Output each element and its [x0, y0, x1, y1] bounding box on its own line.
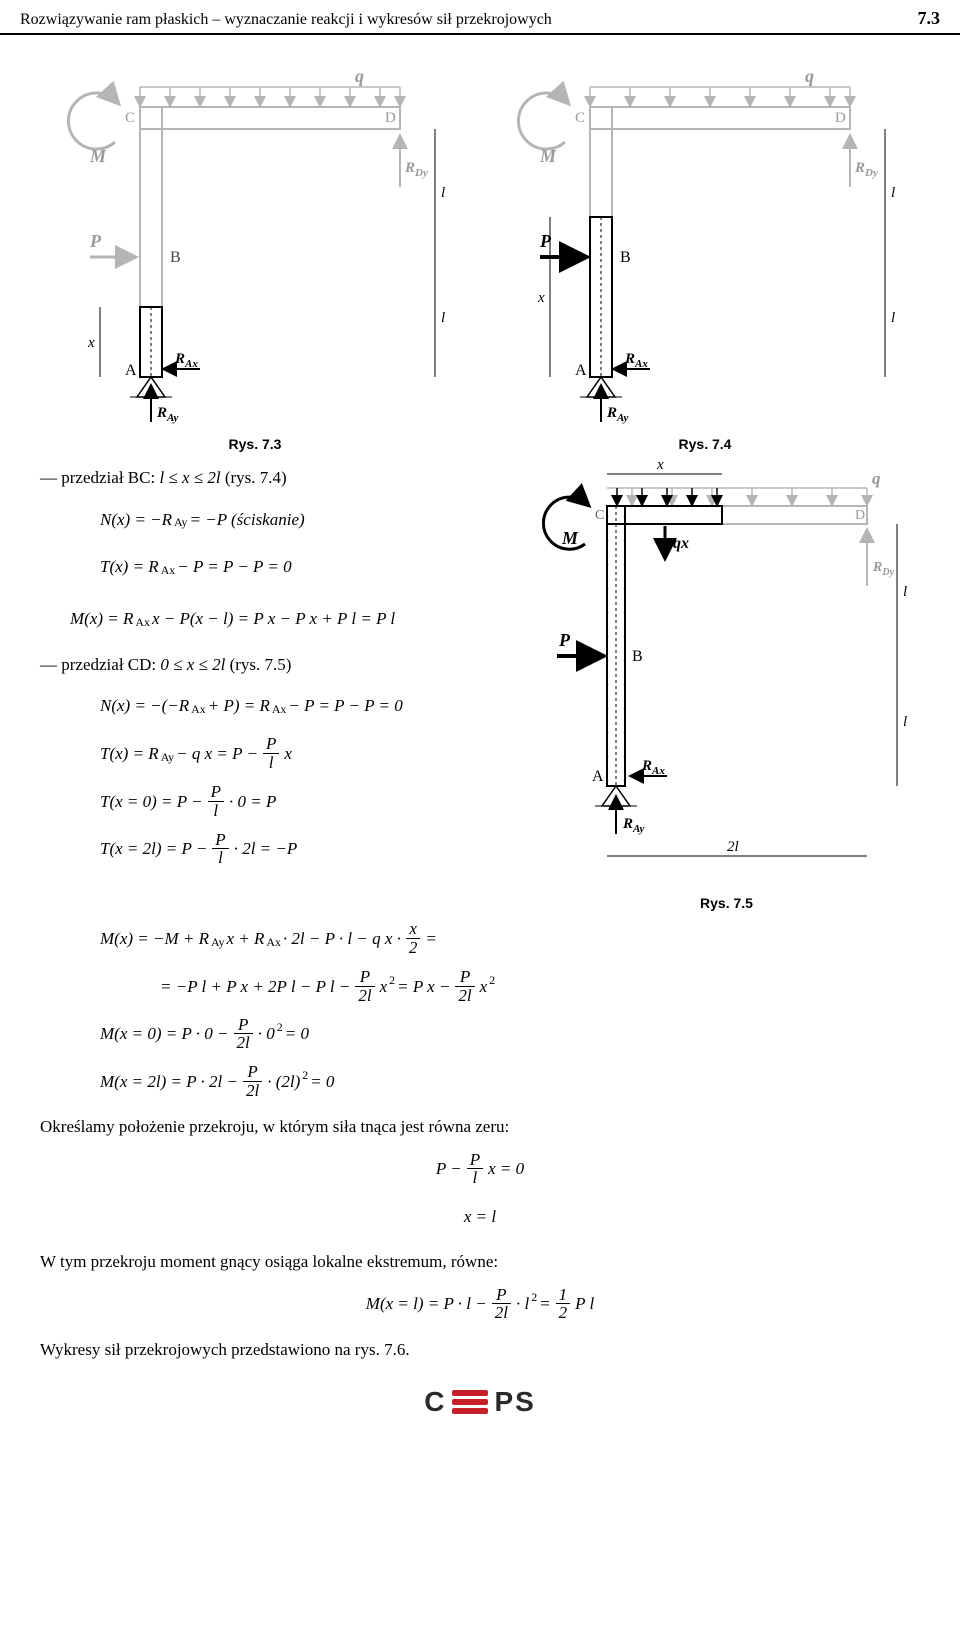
extremum-eq: M(x = l) = P · l − P2l · l2 = 12 P l: [40, 1280, 920, 1328]
page-header: Rozwiązywanie ram płaskich – wyznaczanie…: [0, 0, 960, 35]
eq-cd-Mx-2: = −P l + P x + 2P l − P l − P2l x2 = P x…: [160, 963, 920, 1011]
svg-text:l: l: [441, 185, 445, 201]
figure-7-4: q M RDy C D B A P RAx RAy: [490, 67, 920, 452]
figure-7-3: q M RDy C D B A P: [40, 67, 470, 452]
eq-cd-T2l: T(x = 2l) = P − Pl · 2l = −P: [100, 825, 513, 873]
svg-text:q: q: [805, 67, 814, 86]
page-content: q M RDy C D B A P: [0, 35, 960, 1438]
svg-text:A: A: [575, 362, 587, 379]
logo-right: PS: [494, 1386, 535, 1418]
svg-text:A: A: [592, 768, 604, 785]
svg-text:D: D: [835, 110, 846, 126]
svg-text:P: P: [558, 630, 571, 650]
bc-heading: — przedział BC: l ≤ x ≤ 2l (rys. 7.4): [40, 466, 513, 490]
svg-text:RDy: RDy: [854, 160, 878, 179]
label-q: q: [355, 67, 364, 86]
extremum-text: W tym przekroju moment gnący osiąga loka…: [40, 1250, 920, 1274]
header-title: Rozwiązywanie ram płaskich – wyznaczanie…: [20, 11, 552, 29]
svg-text:RAy: RAy: [156, 405, 179, 424]
figure-7-5: x q: [533, 456, 920, 911]
logo-left: C: [424, 1386, 446, 1418]
eq-bc-M: M(x) = RAx x − P(x − l) = P x − P x + P …: [70, 595, 513, 643]
svg-text:l: l: [903, 714, 907, 730]
svg-text:M: M: [561, 528, 579, 548]
svg-text:RAx: RAx: [174, 351, 198, 370]
svg-text:RDy: RDy: [872, 560, 895, 578]
wykresy-text: Wykresy sił przekrojowych przedstawiono …: [40, 1338, 920, 1362]
eq-cd-M-block: M(x) = −M + RAy x + RAx · 2l − P · l − q…: [100, 915, 920, 1105]
svg-text:RAx: RAx: [641, 758, 665, 777]
page-number: 7.3: [918, 8, 941, 29]
svg-text:B: B: [632, 648, 643, 665]
eq-cd-T0: T(x = 0) = P − Pl · 0 = P: [100, 778, 513, 826]
svg-text:l: l: [891, 310, 895, 326]
cd-heading: — przedział CD: 0 ≤ x ≤ 2l (rys. 7.5): [40, 653, 513, 677]
svg-text:M: M: [539, 146, 557, 166]
caption-7-3: Rys. 7.3: [40, 436, 470, 452]
svg-text:A: A: [125, 362, 137, 379]
svg-text:B: B: [620, 249, 631, 266]
svg-text:x: x: [87, 335, 95, 351]
diagram-7-5: x q: [537, 456, 917, 886]
svg-text:P: P: [89, 231, 102, 251]
caption-7-5: Rys. 7.5: [533, 895, 920, 911]
svg-text:D: D: [385, 110, 396, 126]
figure-row-top: q M RDy C D B A P: [40, 67, 920, 452]
svg-text:l: l: [441, 310, 445, 326]
eq-cd-Mx: M(x) = −M + RAy x + RAx · 2l − P · l − q…: [100, 915, 920, 963]
svg-text:l: l: [891, 185, 895, 201]
eq-cd-M2l: M(x = 2l) = P · 2l − P2l · (2l)2 = 0: [100, 1058, 920, 1106]
footer-logo: C PS: [40, 1386, 920, 1418]
eq-cd-M0: M(x = 0) = P · 0 − P2l · 02 = 0: [100, 1010, 920, 1058]
svg-text:x: x: [656, 457, 664, 473]
eq-bc-N: N(x) = −RAy = −P (ściskanie): [100, 496, 513, 544]
svg-text:B: B: [170, 249, 181, 266]
eq-bc-T: T(x) = RAx − P = P − P = 0: [100, 543, 513, 591]
svg-text:RAy: RAy: [606, 405, 629, 424]
diagram-7-3: q M RDy C D B A P: [55, 67, 455, 427]
diagram-7-4: q M RDy C D B A P RAx RAy: [505, 67, 905, 427]
svg-text:RDy: RDy: [404, 160, 428, 179]
zero-text: Określamy położenie przekroju, w którym …: [40, 1115, 920, 1139]
label-M: M: [89, 146, 107, 166]
svg-text:l: l: [903, 584, 907, 600]
svg-text:qx: qx: [673, 535, 689, 552]
eq-cd-T: T(x) = RAy − q x = P − Pl x: [100, 730, 513, 778]
svg-text:C: C: [575, 110, 585, 126]
svg-text:q: q: [872, 469, 881, 488]
svg-text:D: D: [855, 508, 865, 523]
logo-bars-icon: [452, 1390, 488, 1414]
svg-text:RAy: RAy: [622, 816, 645, 835]
svg-text:RAx: RAx: [624, 351, 648, 370]
section-bc-cd: — przedział BC: l ≤ x ≤ 2l (rys. 7.4) N(…: [40, 456, 920, 911]
zero-eqs: P − Pl x = 0 x = l: [40, 1145, 920, 1240]
eq-cd-N: N(x) = −(−RAx + P) = RAx − P = P − P = 0: [100, 682, 513, 730]
caption-7-4: Rys. 7.4: [490, 436, 920, 452]
svg-text:x: x: [537, 290, 545, 306]
svg-text:C: C: [595, 508, 604, 523]
svg-text:C: C: [125, 110, 135, 126]
svg-text:2l: 2l: [727, 839, 739, 855]
